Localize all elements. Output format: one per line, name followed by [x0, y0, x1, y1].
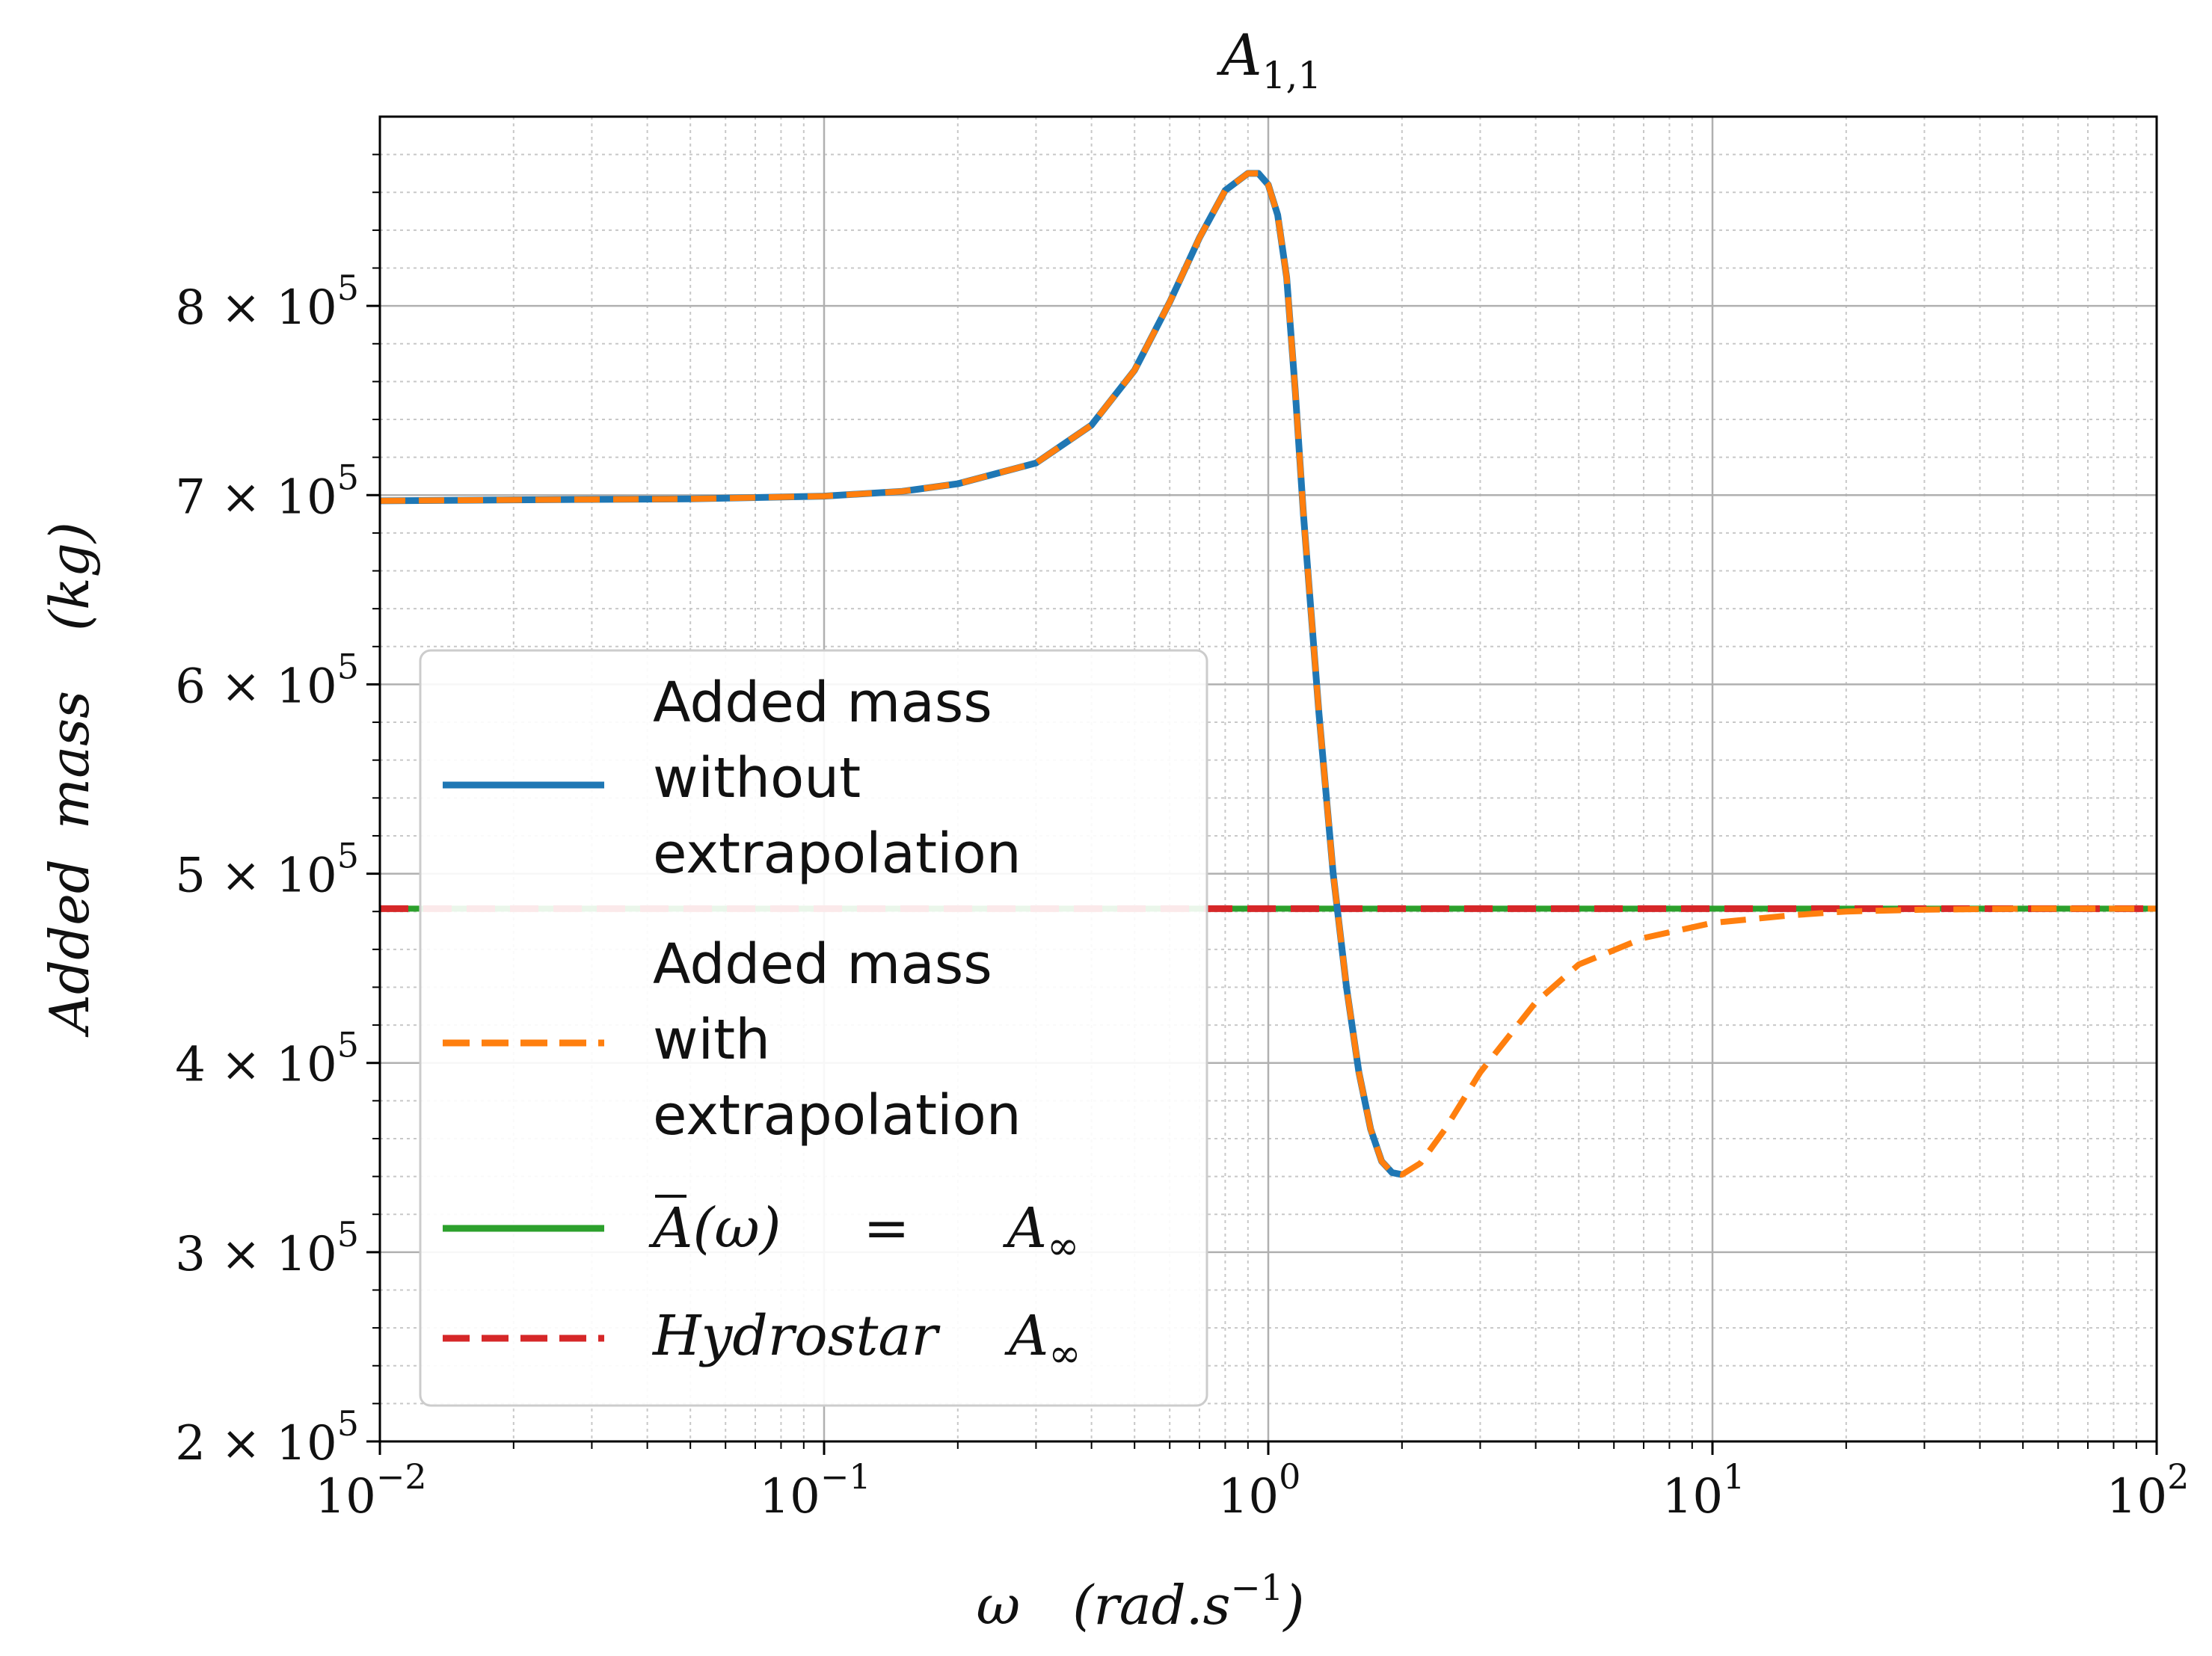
legend-abar-inf: ∞	[1047, 1224, 1079, 1269]
legend-with-line3: extrapolation	[653, 1083, 1021, 1148]
x-axis-label: ω (rad.s−1)	[977, 1567, 1305, 1637]
tick-layer: 10−2 10−1 100 101 102 2 × 105 3 × 105 4 × 105 5 …	[175, 153, 2190, 1524]
legend-with-line2: with	[653, 1008, 770, 1072]
legend-box	[419, 649, 1208, 1407]
chart-title-base: A	[1217, 22, 1262, 88]
legend-hydrostar-ainf: A	[1004, 1304, 1048, 1368]
legend-abar-omega: (ω)	[692, 1196, 781, 1261]
legend-abar-ainf: A	[1003, 1196, 1047, 1261]
y-tick-label: 7 × 105	[175, 457, 359, 525]
legend-label-hydrostar: Hydrostar A∞	[651, 1304, 1081, 1376]
legend-with-line1: Added mass	[653, 932, 992, 997]
legend-abar-a: A	[648, 1196, 692, 1261]
y-tick-label: 6 × 105	[175, 646, 359, 714]
series-line-with-extrapolation	[380, 170, 2157, 1178]
x-axis-exp: −1	[1231, 1567, 1284, 1609]
y-tick-label: 5 × 105	[175, 836, 359, 904]
y-tick-label: 4 × 105	[175, 1025, 359, 1093]
x-tick-label: 102	[2107, 1456, 2190, 1524]
legend-abar-eq: =	[864, 1196, 910, 1261]
x-axis-close: )	[1282, 1574, 1304, 1637]
y-tick-label: 2 × 105	[175, 1403, 359, 1471]
y-tick-label: 3 × 105	[175, 1214, 359, 1282]
y-axis-word2: mass	[38, 691, 101, 829]
y-tick-label: 8 × 105	[175, 268, 359, 336]
legend-without-line2: without	[653, 746, 861, 810]
legend-label-with: Added mass with extrapolation	[653, 932, 1021, 1148]
legend-label-without: Added mass without extrapolation	[653, 671, 1021, 886]
x-tick-label: 10−1	[759, 1456, 870, 1524]
chart-title-sub: 1,1	[1262, 54, 1322, 97]
legend: Added mass without extrapolation Added m…	[419, 649, 1208, 1407]
x-tick-label: 100	[1218, 1456, 1301, 1524]
legend-label-abar: A(ω) = A∞	[648, 1196, 1079, 1269]
legend-without-line1: Added mass	[653, 671, 992, 735]
y-axis-word1: Added	[38, 859, 101, 1038]
x-axis-unit: (rad.s	[1072, 1574, 1230, 1637]
x-axis-symbol: ω	[977, 1574, 1021, 1637]
chart-title: A1,1	[1217, 22, 1321, 97]
legend-hydrostar-inf: ∞	[1048, 1332, 1081, 1376]
legend-without-line3: extrapolation	[653, 822, 1021, 886]
y-axis-unit: (kg)	[38, 522, 101, 631]
y-axis-label: Added mass (kg)	[38, 522, 101, 1038]
legend-hydrostar-word: Hydrostar	[651, 1304, 941, 1368]
x-tick-label: 10−2	[315, 1456, 426, 1524]
x-tick-label: 101	[1662, 1456, 1745, 1524]
